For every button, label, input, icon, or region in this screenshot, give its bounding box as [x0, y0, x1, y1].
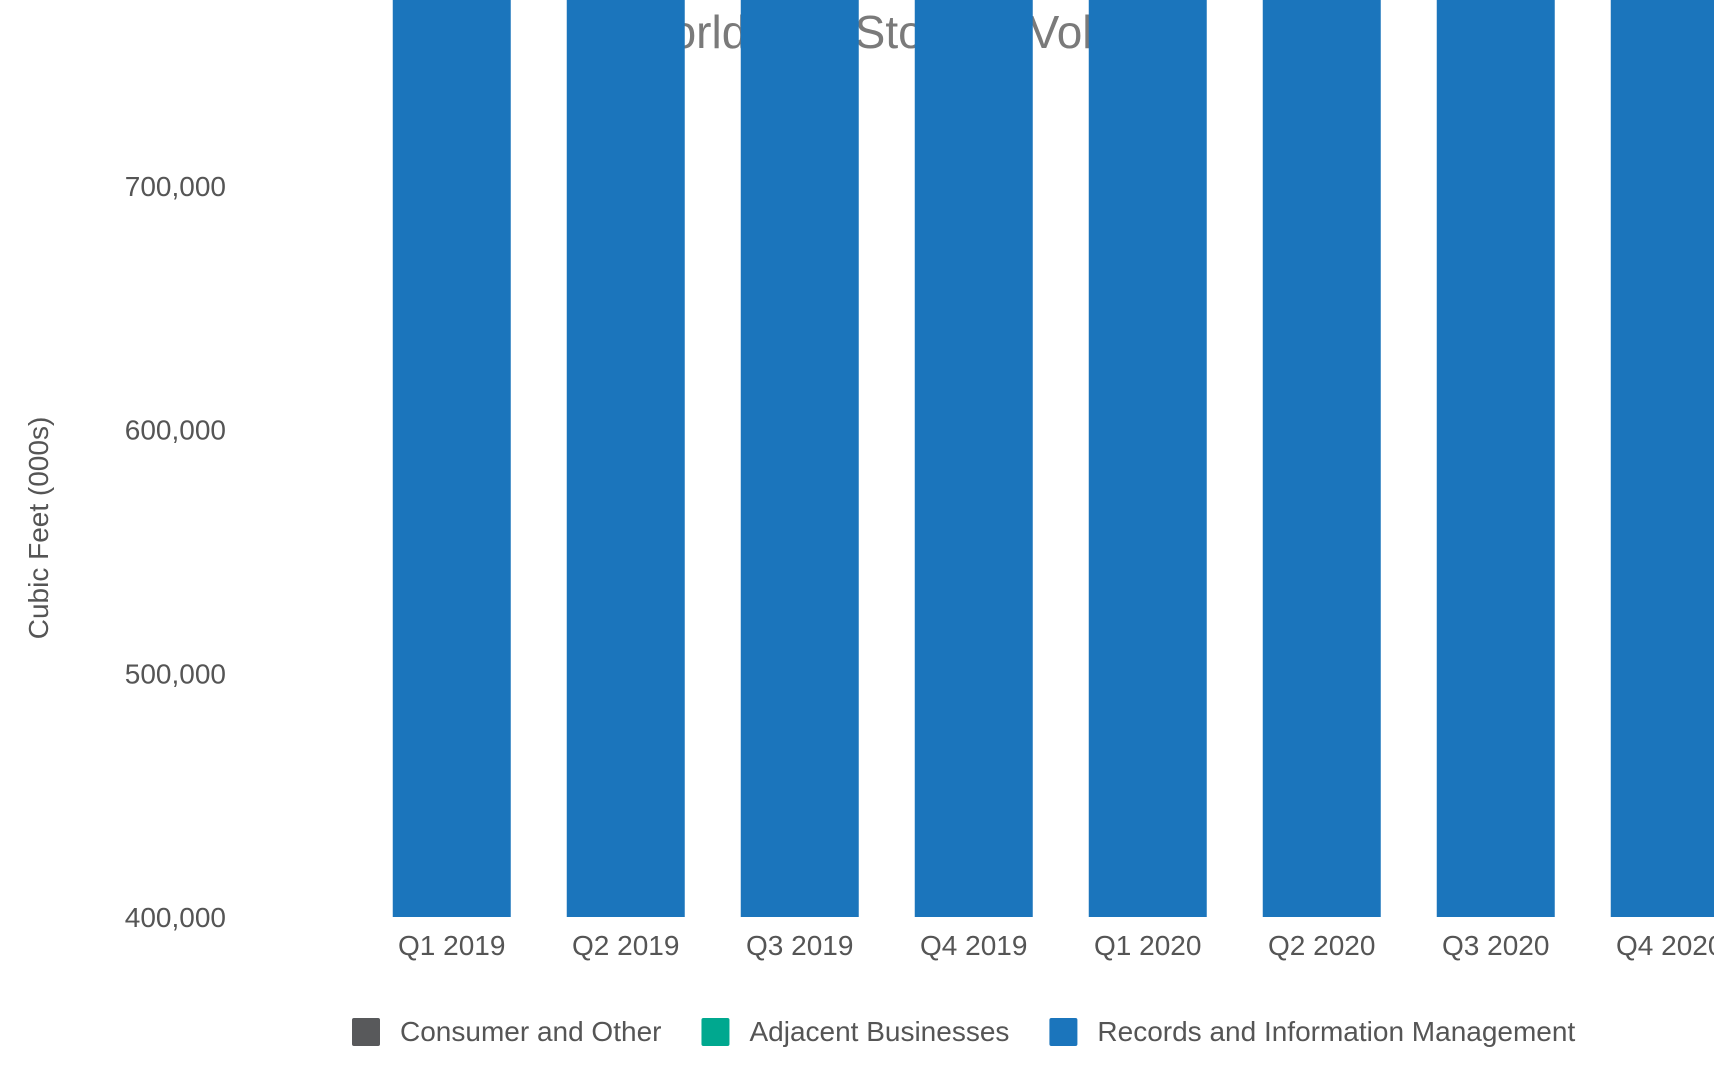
y-tick-label: 500,000 — [125, 658, 226, 689]
bar-segment-records-and-information-management-q3-2020 — [1436, 0, 1555, 917]
legend-label: Records and Information Management — [1097, 1016, 1575, 1047]
x-tick-label: Q1 2019 — [398, 930, 505, 961]
bars-group — [392, 0, 1714, 917]
y-tick-label: 400,000 — [125, 902, 226, 933]
y-tick-label: 600,000 — [125, 415, 226, 446]
legend: Consumer and Other Adjacent Businesses Rec… — [352, 1016, 1575, 1047]
y-tick-label: 700,000 — [125, 171, 226, 202]
x-tick-label: Q3 2019 — [746, 930, 853, 961]
legend-item-adjacent-businesses: Adjacent Businesses — [701, 1016, 1009, 1047]
x-axis-ticks: Q1 2019 Q2 2019 Q3 2019 Q4 2019 Q1 2020 Q2 20… — [398, 930, 1714, 961]
x-tick-label: Q1 2020 — [1094, 930, 1201, 961]
legend-item-consumer-and-other: Consumer and Other — [352, 1016, 661, 1047]
bar-segment-records-and-information-management-q1-2020 — [1088, 0, 1207, 917]
x-tick-label: Q2 2019 — [572, 930, 679, 961]
bar-segment-records-and-information-management-q1-2019 — [392, 0, 511, 917]
x-tick-label: Q4 2019 — [920, 930, 1027, 961]
bar-segment-records-and-information-management-q4-2020 — [1610, 0, 1714, 917]
bar-segment-records-and-information-management-q4-2019 — [914, 0, 1033, 917]
x-tick-label: Q3 2020 — [1442, 930, 1549, 961]
x-tick-label: Q4 2020 — [1616, 930, 1714, 961]
y-axis-ticks: 400,000 500,000 600,000 700,000 — [125, 171, 226, 933]
legend-label: Adjacent Businesses — [749, 1016, 1009, 1047]
legend-label: Consumer and Other — [400, 1016, 661, 1047]
y-axis-label: Cubic Feet (000s) — [23, 417, 54, 640]
bar-segment-records-and-information-management-q2-2020 — [1262, 0, 1381, 917]
x-tick-label: Q2 2020 — [1268, 930, 1375, 961]
legend-swatch — [701, 1018, 730, 1046]
bar-segment-records-and-information-management-q3-2019 — [740, 0, 859, 917]
bar-segment-records-and-information-management-q2-2019 — [566, 0, 685, 917]
legend-swatch — [1049, 1018, 1078, 1046]
legend-swatch — [352, 1018, 380, 1046]
legend-item-records-and-information-management: Records and Information Management — [1049, 1016, 1575, 1047]
